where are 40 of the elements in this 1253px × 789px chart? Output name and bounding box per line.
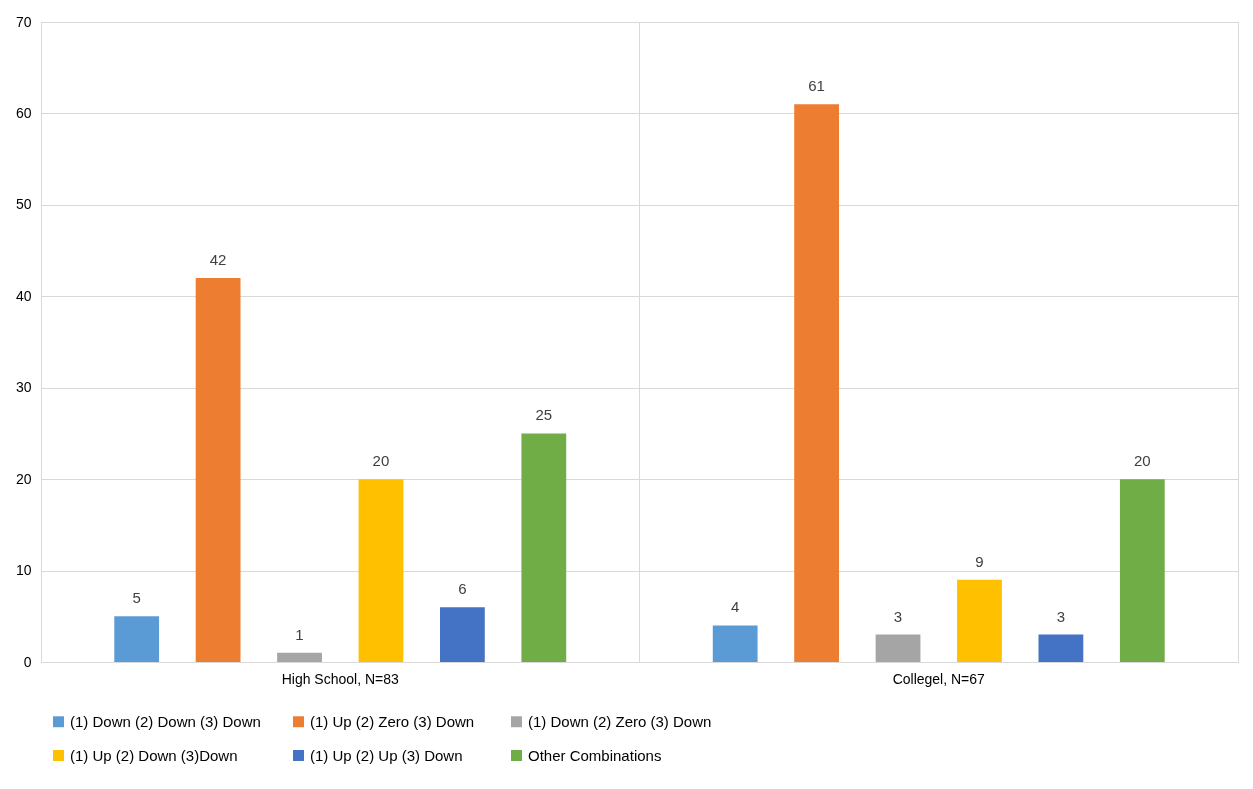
legend-label: (1) Up (2) Down (3)Down — [70, 746, 238, 764]
y-tick-label: 0 — [23, 653, 32, 670]
data-label: 20 — [1133, 452, 1151, 470]
bar — [794, 104, 839, 662]
data-label: 25 — [535, 406, 553, 424]
data-label: 5 — [132, 589, 141, 607]
x-tick-label: Collegel, N=67 — [892, 670, 986, 687]
legend-label: (1) Down (2) Zero (3) Down — [528, 712, 712, 730]
bar — [114, 616, 160, 662]
bar — [712, 625, 758, 662]
bar — [440, 607, 485, 662]
bar — [195, 278, 241, 662]
data-label: 4 — [731, 598, 740, 616]
y-tick-label: 40 — [15, 287, 32, 304]
legend-label: (1) Up (2) Up (3) Down — [310, 746, 463, 764]
data-label: 20 — [372, 452, 390, 470]
bar — [1119, 479, 1165, 662]
y-tick-label: 30 — [15, 379, 32, 396]
y-tick-label: 50 — [15, 196, 32, 213]
bar — [957, 579, 1002, 662]
y-tick-label: 70 — [15, 13, 32, 30]
y-tick-label: 10 — [15, 562, 32, 579]
data-label: 61 — [808, 77, 825, 95]
data-label: 9 — [975, 552, 984, 570]
bar — [875, 634, 921, 662]
data-label: 6 — [458, 580, 467, 598]
y-tick-label: 20 — [15, 470, 32, 487]
data-label: 3 — [1056, 607, 1066, 625]
data-label: 3 — [893, 607, 903, 625]
legend-label: (1) Up (2) Zero (3) Down — [310, 712, 475, 730]
bar — [1038, 634, 1084, 662]
y-tick-label: 60 — [15, 104, 32, 121]
bar — [277, 652, 322, 662]
legend-label: Other Combinations — [528, 746, 662, 764]
data-label: 1 — [295, 625, 304, 643]
bar — [358, 479, 404, 662]
legend-label: (1) Down (2) Down (3) Down — [70, 712, 261, 730]
bar — [521, 433, 567, 662]
data-label: 42 — [209, 251, 227, 268]
x-tick-label: High School, N=83 — [281, 670, 400, 687]
